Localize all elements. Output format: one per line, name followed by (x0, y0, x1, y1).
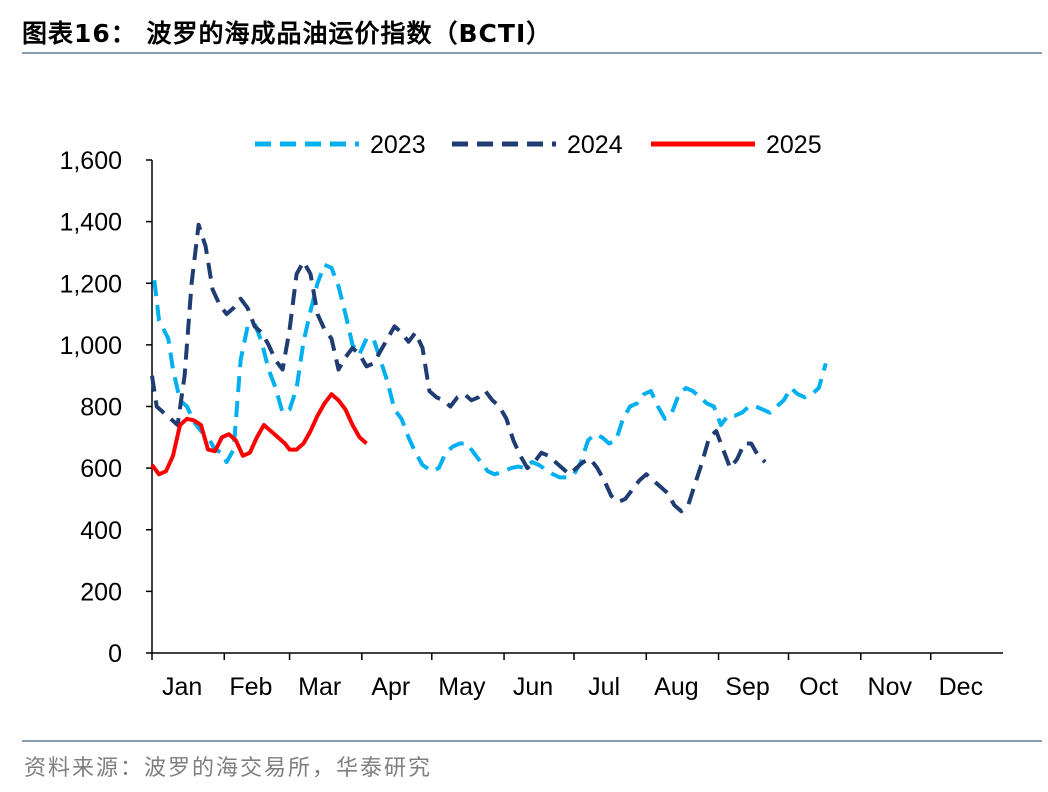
y-tick-label: 600 (80, 455, 122, 483)
x-tick-label: Apr (371, 673, 410, 701)
y-tick-label: 200 (80, 578, 122, 606)
x-tick-label: Mar (298, 673, 341, 701)
y-axis: 0 200 400 600 800 1,000 1,200 1,400 1,600 (59, 147, 153, 668)
x-tick-label: Oct (799, 673, 838, 701)
chart-legend: 2023 2024 2025 (255, 131, 822, 159)
bcti-line-chart: 2023 2024 2025 0 200 400 600 800 1,000 1,200 1,40… (59, 131, 1003, 701)
y-tick-label: 1,400 (59, 209, 122, 237)
series-line-2025 (150, 392, 368, 477)
chart-series (150, 222, 828, 514)
x-axis: Jan Feb Mar Apr May Jun Jul Aug Sep Oct Nov Dec (151, 652, 1003, 701)
x-tick-label: Jul (588, 673, 620, 701)
y-tick-label: 0 (108, 640, 122, 668)
x-tick-label: May (438, 673, 486, 701)
x-tick-label: Nov (868, 673, 913, 701)
y-tick-label: 400 (80, 517, 122, 545)
x-tick-label: Sep (725, 673, 769, 701)
y-tick-label: 1,000 (59, 332, 122, 360)
figure-header: 图表16： 波罗的海成品油运价指数（BCTI） (22, 10, 1042, 48)
x-tick-label: Aug (654, 673, 698, 701)
source-divider (22, 740, 1042, 742)
source-note: 资料来源：波罗的海交易所，华泰研究 (24, 756, 433, 781)
legend-label-2023: 2023 (370, 131, 426, 159)
legend-label-2024: 2024 (567, 131, 623, 159)
y-tick-label: 1,200 (59, 270, 122, 298)
x-tick-label: Dec (939, 673, 983, 701)
x-tick-label: Jun (513, 673, 553, 701)
x-tick-label: Jan (162, 673, 202, 701)
title-divider (22, 52, 1042, 54)
y-tick-label: 1,600 (59, 147, 122, 175)
series-line-2024 (150, 222, 767, 514)
x-tick-label: Feb (229, 673, 272, 701)
y-tick-label: 800 (80, 394, 122, 422)
legend-label-2025: 2025 (766, 131, 822, 159)
figure-title: 图表16： 波罗的海成品油运价指数（BCTI） (22, 19, 553, 48)
